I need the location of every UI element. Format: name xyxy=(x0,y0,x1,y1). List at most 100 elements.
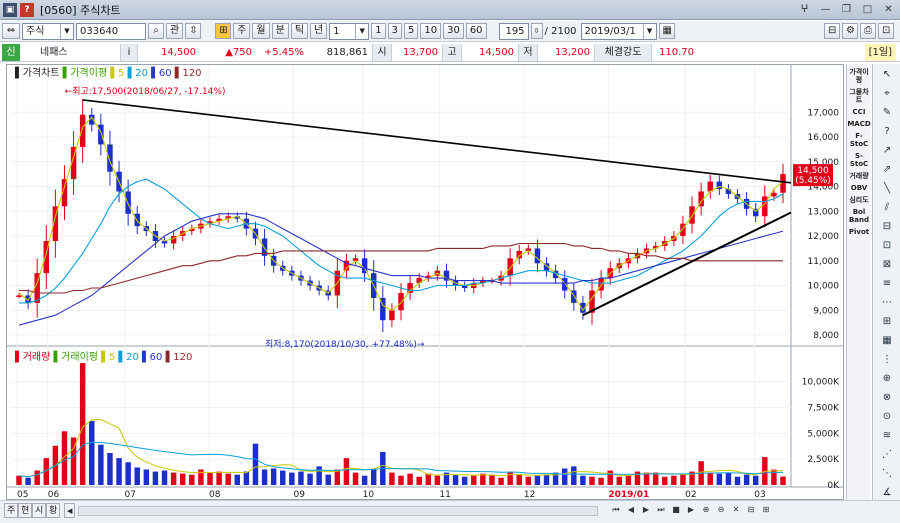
volume-bar xyxy=(70,437,77,485)
indicator-7[interactable]: OBV xyxy=(850,184,868,192)
period-monthly-button[interactable]: 월 xyxy=(252,23,270,39)
search-button[interactable]: ⌕ xyxy=(148,23,164,39)
save-icon[interactable]: ⊟ xyxy=(824,23,840,39)
settings-icon[interactable]: ⚙ xyxy=(842,23,858,39)
interval-5-button[interactable]: 5 xyxy=(403,23,419,39)
drawing-tool-icon[interactable]: ⊗ xyxy=(882,392,892,403)
volume-value: 818,861 xyxy=(326,46,368,58)
drawing-tool-icon[interactable]: ⌖ xyxy=(884,88,890,99)
interval-30-button[interactable]: 30 xyxy=(443,23,464,39)
close-button[interactable]: ✕ xyxy=(884,4,893,15)
tab-status[interactable]: 황 xyxy=(46,503,61,518)
indicator-10[interactable]: Pivot xyxy=(848,228,870,236)
app-icon: ▣ xyxy=(3,2,17,17)
spin-icon[interactable]: ⇳ xyxy=(530,23,543,39)
interval-10-button[interactable]: 10 xyxy=(420,23,442,39)
drawing-tool-icon[interactable]: ▦ xyxy=(882,335,892,346)
drawing-tool-icon[interactable]: ⋰ xyxy=(882,449,892,460)
drawing-tool-icon[interactable]: ⊡ xyxy=(882,240,892,251)
help-icon[interactable]: ? xyxy=(20,2,34,17)
count-select-value: 1 xyxy=(333,25,340,37)
interest-button[interactable]: 관 xyxy=(166,23,184,39)
indicator-0[interactable]: 가격이평 xyxy=(849,68,869,84)
drawing-tool-icon[interactable]: ⊞ xyxy=(882,316,892,327)
date-input[interactable]: 2019/03/1 ▼ xyxy=(580,22,657,40)
indicator-3[interactable]: MACD xyxy=(847,120,871,128)
volume-bar xyxy=(743,474,750,485)
chart-area[interactable]: 17,000 16,000 15,000 14,000 13,000 12,000 11,0… xyxy=(6,64,844,500)
drawing-tool-icon[interactable]: ⋯ xyxy=(882,297,892,308)
nav-icon[interactable]: ✕ xyxy=(732,505,740,514)
period-minute-button[interactable]: 분 xyxy=(271,23,289,39)
period-settings-icon[interactable]: ⊞ xyxy=(215,23,232,39)
drawing-tool-icon[interactable]: ⊕ xyxy=(882,373,892,384)
tab-stock[interactable]: 주 xyxy=(4,503,19,518)
market-select[interactable]: 주식 ▼ xyxy=(22,22,74,40)
nav-icon[interactable]: ▶ xyxy=(642,505,650,514)
drawing-tool-icon[interactable]: ✎ xyxy=(882,107,892,118)
drawing-tool-icon[interactable]: ≋ xyxy=(882,430,892,441)
drawing-tool-icon[interactable]: ↖ xyxy=(882,69,892,80)
nav-icon[interactable]: ⏭ xyxy=(657,505,665,514)
indicator-1[interactable]: 그물차트 xyxy=(849,88,869,104)
horizontal-scrollbar[interactable] xyxy=(78,506,598,516)
indicator-4[interactable]: F-StoC xyxy=(849,132,869,148)
drawing-tool-icon[interactable]: ? xyxy=(884,126,890,137)
indicator-9[interactable]: Bol Band xyxy=(848,208,870,224)
calendar-icon[interactable]: ▦ xyxy=(658,23,675,39)
scroll-left-button[interactable]: ◀ xyxy=(64,503,76,518)
drawing-tool-icon[interactable]: ⇗ xyxy=(882,164,892,175)
period-tick-button[interactable]: 틱 xyxy=(290,23,309,39)
count-select[interactable]: 1 ▼ xyxy=(329,22,370,40)
price-panel xyxy=(7,65,843,345)
maximize-button[interactable]: □ xyxy=(862,4,873,15)
interval-60-button[interactable]: 60 xyxy=(465,23,487,39)
nav-icon[interactable]: ■ xyxy=(672,505,680,514)
stock-code-input[interactable]: 033640 xyxy=(76,22,146,40)
interval-3-button[interactable]: 3 xyxy=(387,23,402,39)
spin-icon[interactable]: ⇳ xyxy=(185,23,202,39)
x-tick-label: 11 xyxy=(439,490,450,500)
nav-icon[interactable]: ⊖ xyxy=(717,505,725,514)
nav-icon[interactable]: ⊟ xyxy=(747,505,755,514)
price-candle xyxy=(43,240,50,274)
visible-count-input[interactable]: 195 xyxy=(498,22,529,40)
nav-icon[interactable]: ⊕ xyxy=(702,505,710,514)
drawing-tool-icon[interactable]: ⫽ xyxy=(884,202,890,213)
indicator-5[interactable]: S-StoC xyxy=(849,152,869,168)
period-weekly-button[interactable]: 주 xyxy=(233,23,251,39)
nav-icon[interactable]: ◀ xyxy=(627,505,635,514)
drawing-tool-icon[interactable]: ⋱ xyxy=(882,468,892,479)
export-icon[interactable]: ⊡ xyxy=(878,23,894,39)
drawing-tool-icon[interactable]: ⊟ xyxy=(882,221,892,232)
print-icon[interactable]: ⎙ xyxy=(860,23,876,39)
menu-icon[interactable]: ⇔ xyxy=(2,23,20,39)
minimize-button[interactable]: — xyxy=(820,4,831,15)
last-price-label: 14,500 xyxy=(797,166,829,176)
pin-icon[interactable]: ⵖ xyxy=(800,4,809,15)
indicator-8[interactable]: 심리도 xyxy=(849,196,869,204)
indicator-2[interactable]: CCI xyxy=(852,108,866,116)
drawing-tool-icon[interactable]: ╲ xyxy=(883,183,891,194)
tab-market[interactable]: 시 xyxy=(32,503,47,518)
info-icon[interactable]: i xyxy=(120,43,138,61)
indicator-6[interactable]: 거래량 xyxy=(849,172,869,180)
drawing-tool-icon[interactable]: ⋮ xyxy=(882,354,892,365)
restore-button[interactable]: ❐ xyxy=(842,4,851,15)
nav-icon[interactable]: ▶ xyxy=(687,505,695,514)
period-year-button[interactable]: 년 xyxy=(310,23,328,39)
volume-bar xyxy=(225,473,231,485)
drawing-tool-icon[interactable]: ↗ xyxy=(882,145,892,156)
drawing-tool-icon[interactable]: ⊠ xyxy=(882,259,892,270)
price-candle xyxy=(716,181,723,190)
price-candle xyxy=(525,248,532,251)
drawing-tool-icon[interactable]: ⊙ xyxy=(882,411,892,422)
price-candle xyxy=(25,295,31,303)
nav-icon[interactable]: ⊞ xyxy=(762,505,770,514)
drawing-tool-icon[interactable]: ≡ xyxy=(882,278,892,289)
tab-current[interactable]: 현 xyxy=(18,503,33,518)
nav-icon[interactable]: ⏮ xyxy=(612,505,620,514)
x-tick-label: 09 xyxy=(293,490,305,500)
drawing-tool-icon[interactable]: ∡ xyxy=(882,487,892,498)
interval-1-button[interactable]: 1 xyxy=(371,23,386,39)
